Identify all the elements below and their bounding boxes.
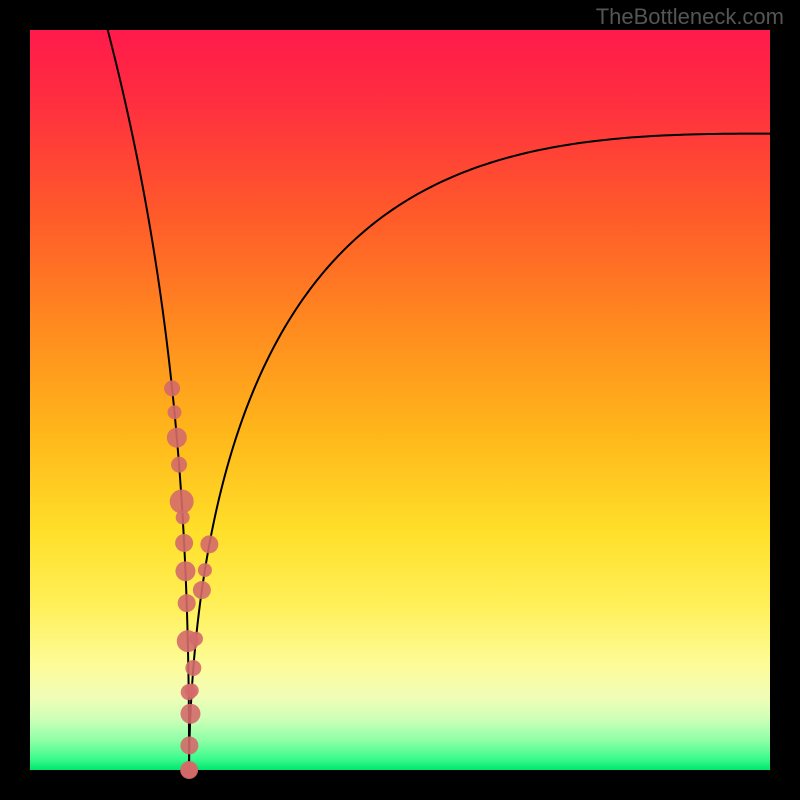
data-marker xyxy=(198,563,212,577)
data-marker xyxy=(164,380,180,396)
watermark-text: TheBottleneck.com xyxy=(596,4,784,30)
data-marker xyxy=(167,428,187,448)
plot-background xyxy=(30,30,770,770)
data-marker xyxy=(193,581,211,599)
data-marker xyxy=(185,660,201,676)
data-marker xyxy=(180,704,200,724)
data-marker xyxy=(181,762,197,778)
data-marker xyxy=(168,405,182,419)
data-marker xyxy=(200,535,218,553)
data-marker xyxy=(170,489,194,513)
data-marker xyxy=(180,736,198,754)
data-marker xyxy=(175,534,193,552)
data-marker xyxy=(185,684,199,698)
data-marker xyxy=(175,561,195,581)
data-marker xyxy=(178,594,196,612)
chart-container: TheBottleneck.com xyxy=(0,0,800,800)
data-marker xyxy=(176,510,190,524)
data-marker xyxy=(189,632,203,646)
chart-svg xyxy=(0,0,800,800)
data-marker xyxy=(171,457,187,473)
